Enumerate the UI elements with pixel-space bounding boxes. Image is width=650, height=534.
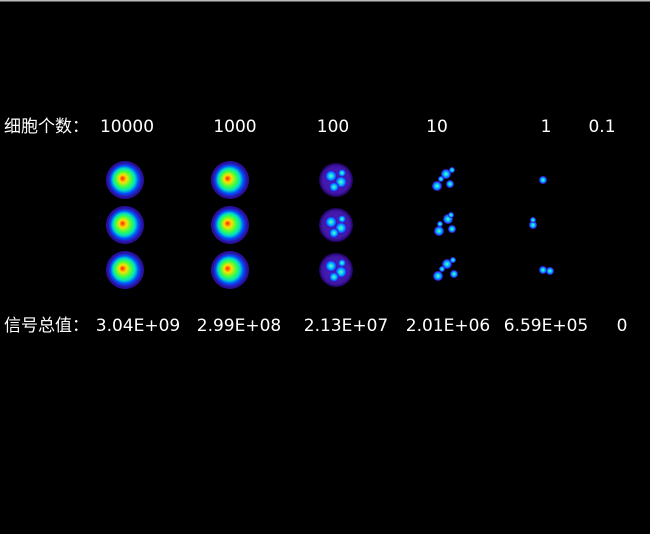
signal-total: 2.13E+07 — [304, 316, 388, 336]
signal-total: 3.04E+09 — [96, 316, 180, 336]
signal-total: 6.59E+05 — [504, 316, 588, 336]
signal-spot — [441, 169, 451, 179]
cell-count: 1000 — [213, 117, 256, 137]
signal-spot — [338, 169, 346, 177]
signal-spot — [438, 176, 444, 182]
row-label: 信号总值： — [4, 316, 89, 336]
signal-spot — [449, 167, 455, 173]
signal-spot — [539, 266, 547, 274]
wells — [106, 161, 554, 289]
signal-spot — [446, 180, 454, 188]
signal-spot — [325, 216, 337, 228]
signal-spot — [529, 221, 537, 229]
signal-spot — [329, 272, 339, 282]
signal-spot — [530, 217, 536, 223]
well-signal — [108, 208, 142, 242]
signal-spot — [433, 271, 443, 281]
signal-spot — [448, 212, 454, 218]
signal-spot — [329, 228, 339, 238]
cell-count: 1 — [541, 117, 552, 137]
signal-spot — [539, 176, 547, 184]
signal-spot — [439, 266, 445, 272]
cell-count: 100 — [317, 117, 349, 137]
well-signal — [108, 163, 142, 197]
signal-spot — [437, 221, 443, 227]
cell-count: 10000 — [100, 117, 154, 137]
signal-total: 2.99E+08 — [197, 316, 281, 336]
signal-total: 0 — [617, 316, 628, 336]
well-signal — [213, 208, 247, 242]
signal-spot — [338, 259, 346, 267]
cell-count: 0.1 — [588, 117, 615, 137]
signal-spot — [432, 181, 442, 191]
signal-spot — [329, 182, 339, 192]
signal-spot — [434, 226, 444, 236]
signal-spot — [546, 267, 554, 275]
well-signal — [108, 253, 142, 287]
well-signal — [213, 253, 247, 287]
signal-spot — [448, 225, 456, 233]
cell-count: 10 — [426, 117, 448, 137]
top-border — [0, 0, 650, 2]
signal-spot — [338, 215, 346, 223]
signal-spot — [450, 257, 456, 263]
signal-spot — [325, 260, 337, 272]
signal-spot — [450, 270, 458, 278]
signal-total: 2.01E+06 — [406, 316, 490, 336]
signal-spot — [442, 259, 452, 269]
column-labels: 100003.04E+0910002.99E+081002.13E+07102.… — [96, 117, 628, 336]
row-label: 细胞个数： — [4, 117, 89, 137]
signal-spot — [325, 170, 337, 182]
well-signal — [213, 163, 247, 197]
